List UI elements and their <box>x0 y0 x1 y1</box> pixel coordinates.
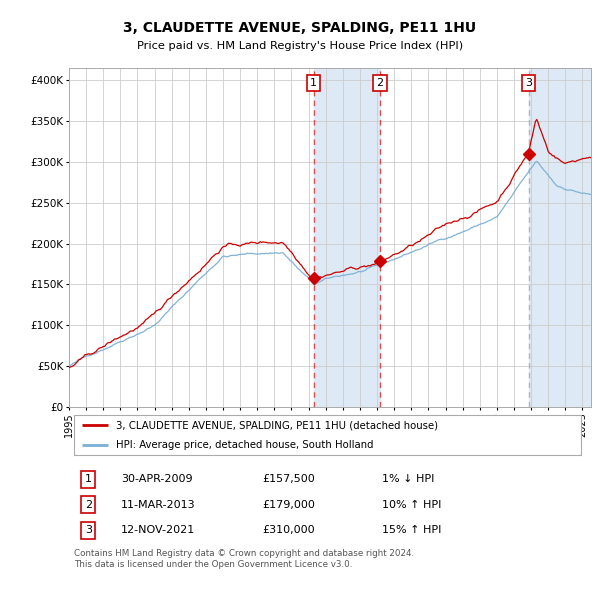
Text: 3, CLAUDETTE AVENUE, SPALDING, PE11 1HU (detached house): 3, CLAUDETTE AVENUE, SPALDING, PE11 1HU … <box>116 420 438 430</box>
FancyBboxPatch shape <box>74 415 581 455</box>
Text: 12-NOV-2021: 12-NOV-2021 <box>121 525 196 535</box>
Text: 3, CLAUDETTE AVENUE, SPALDING, PE11 1HU: 3, CLAUDETTE AVENUE, SPALDING, PE11 1HU <box>124 21 476 35</box>
Text: 10% ↑ HPI: 10% ↑ HPI <box>382 500 442 510</box>
Bar <box>529 68 591 407</box>
Text: 3: 3 <box>526 78 532 88</box>
Text: £310,000: £310,000 <box>262 525 315 535</box>
Text: 30-APR-2009: 30-APR-2009 <box>121 474 193 484</box>
Text: 11-MAR-2013: 11-MAR-2013 <box>121 500 196 510</box>
Text: 1: 1 <box>85 474 92 484</box>
Text: 1: 1 <box>310 78 317 88</box>
Text: 1% ↓ HPI: 1% ↓ HPI <box>382 474 434 484</box>
Text: Price paid vs. HM Land Registry's House Price Index (HPI): Price paid vs. HM Land Registry's House … <box>137 41 463 51</box>
Text: £179,000: £179,000 <box>262 500 315 510</box>
Text: 2: 2 <box>377 78 384 88</box>
Text: Contains HM Land Registry data © Crown copyright and database right 2024.
This d: Contains HM Land Registry data © Crown c… <box>74 549 415 569</box>
Text: 3: 3 <box>85 525 92 535</box>
Text: £157,500: £157,500 <box>262 474 315 484</box>
Text: 2: 2 <box>85 500 92 510</box>
Bar <box>314 68 380 407</box>
Text: 15% ↑ HPI: 15% ↑ HPI <box>382 525 442 535</box>
Text: HPI: Average price, detached house, South Holland: HPI: Average price, detached house, Sout… <box>116 440 373 450</box>
